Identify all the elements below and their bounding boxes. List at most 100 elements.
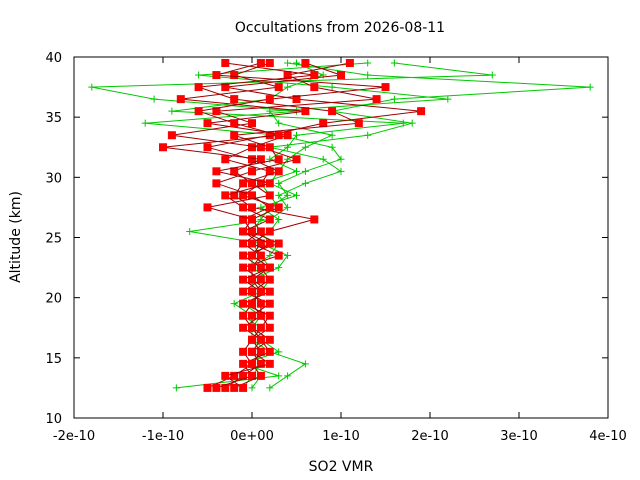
data-point	[230, 300, 238, 308]
series-plus-7	[195, 59, 452, 392]
data-point	[256, 155, 265, 164]
y-tick-label: 15	[45, 352, 62, 367]
data-point	[256, 335, 265, 344]
data-point	[381, 83, 390, 92]
data-point	[248, 119, 256, 128]
x-tick-label: 4e-10	[589, 429, 627, 444]
x-tick-label: -2e-10	[53, 429, 95, 444]
plot-frame	[73, 56, 609, 419]
data-point	[274, 83, 283, 92]
data-point	[248, 191, 256, 200]
data-point	[293, 107, 300, 115]
data-point	[328, 131, 336, 139]
data-point	[239, 359, 248, 368]
data-point	[256, 227, 265, 236]
data-point	[274, 167, 283, 176]
data-point	[274, 203, 283, 212]
plot-area	[88, 59, 594, 392]
y-tick-label: 40	[45, 51, 62, 66]
data-point	[301, 179, 309, 187]
data-point	[150, 95, 158, 103]
data-point	[337, 71, 345, 80]
data-point	[372, 95, 381, 104]
data-point	[417, 107, 426, 116]
data-point	[265, 287, 274, 296]
data-point	[212, 167, 221, 176]
series-line	[198, 62, 361, 389]
data-point	[248, 203, 256, 212]
data-point	[293, 167, 300, 175]
data-point	[239, 239, 248, 248]
data-point	[256, 287, 265, 296]
series-square-4	[194, 59, 363, 392]
data-point	[301, 167, 309, 175]
data-point	[194, 107, 203, 116]
data-point	[248, 359, 256, 368]
data-point	[248, 215, 256, 224]
data-point	[257, 215, 265, 223]
data-point	[203, 119, 212, 128]
data-point	[239, 227, 248, 236]
data-point	[256, 311, 265, 320]
data-point	[239, 371, 248, 380]
data-point	[230, 119, 239, 128]
data-point	[301, 143, 309, 151]
y-axis-label: Altitude (km)	[8, 191, 24, 283]
y-tick-label: 30	[45, 171, 62, 186]
data-point	[256, 179, 265, 188]
data-point	[230, 71, 239, 80]
data-point	[239, 179, 248, 188]
data-point	[256, 275, 265, 284]
data-point	[328, 83, 336, 91]
data-point	[275, 191, 283, 199]
data-point	[364, 71, 372, 79]
data-point	[203, 383, 212, 392]
data-point	[248, 227, 256, 236]
data-point	[248, 287, 256, 296]
data-point	[256, 143, 265, 152]
x-tick-label: 1e-10	[322, 429, 360, 444]
y-tick-label: 25	[45, 232, 62, 247]
data-point	[310, 215, 319, 224]
data-point	[488, 71, 496, 79]
data-point	[284, 143, 292, 151]
data-point	[248, 179, 256, 188]
data-point	[390, 59, 398, 67]
data-point	[337, 155, 345, 163]
data-point	[274, 239, 283, 248]
data-point	[239, 383, 248, 392]
data-point	[248, 143, 256, 152]
data-point	[176, 95, 185, 104]
data-point	[337, 167, 345, 175]
data-point	[328, 107, 337, 116]
data-point	[265, 203, 274, 212]
data-point	[265, 215, 274, 224]
data-point	[444, 95, 452, 103]
data-point	[239, 251, 248, 260]
data-point	[239, 215, 248, 224]
data-point	[203, 143, 212, 152]
data-point	[239, 299, 248, 308]
data-point	[284, 252, 292, 260]
data-point	[390, 95, 398, 103]
data-point	[221, 155, 230, 164]
data-point	[275, 348, 283, 356]
data-point	[293, 191, 300, 199]
y-tick-label: 35	[45, 111, 62, 126]
data-point	[212, 179, 221, 188]
data-point	[274, 131, 283, 140]
data-point	[230, 95, 239, 104]
data-point	[239, 191, 248, 200]
data-point	[239, 203, 248, 212]
data-point	[266, 155, 274, 163]
data-point	[248, 263, 256, 272]
data-point	[239, 347, 248, 356]
x-axis-label: SO2 VMR	[309, 459, 374, 475]
data-point	[265, 95, 274, 104]
x-tick-label: 0e+00	[230, 429, 274, 444]
data-point	[248, 299, 256, 308]
chart-title: Occultations from 2026-08-11	[235, 20, 445, 36]
series-line	[171, 62, 377, 389]
data-point	[345, 59, 354, 68]
